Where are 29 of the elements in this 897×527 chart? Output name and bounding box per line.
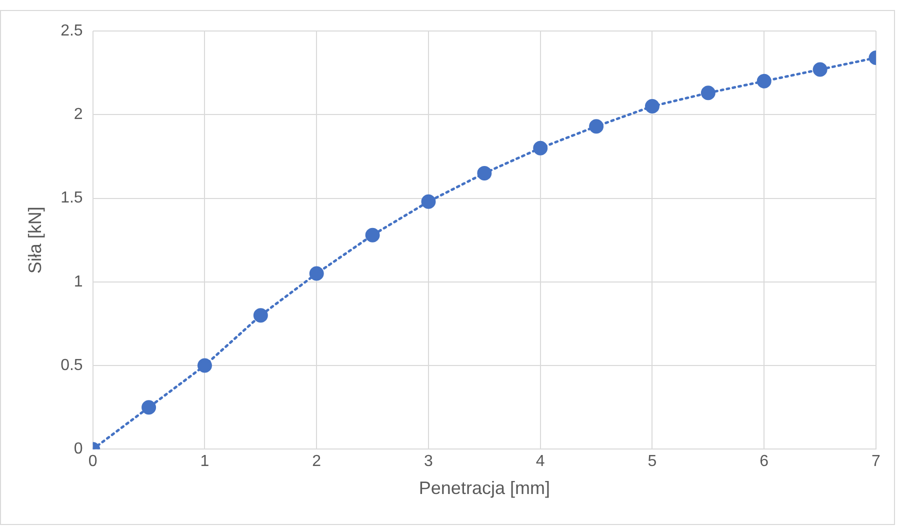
y-axis-title: Siła [kN] [24,206,45,274]
y-tick-label: 0 [74,440,83,458]
point [700,86,716,100]
x-tick-label: 3 [424,453,434,470]
point [644,99,660,114]
y-tick-label: 2 [74,106,83,124]
x-tick-label: 1 [200,453,210,470]
point [533,140,548,156]
point [812,62,828,77]
point [756,74,772,88]
x-tick-label: 5 [648,453,657,470]
y-tick-label: 1 [74,273,83,290]
point [365,228,380,242]
x-tick-label: 7 [872,453,881,470]
y-tick-label: 0.5 [60,356,83,374]
x-tick-label: 4 [536,453,545,470]
point [589,119,604,134]
point [142,400,156,415]
point [253,308,268,323]
point [197,358,212,373]
y-tick-label: 2.5 [60,22,83,40]
point [477,166,492,180]
point [309,266,324,281]
x-axis-title: Penetracja [mm] [418,478,550,498]
x-tick-label: 6 [760,453,769,470]
x-tick-label: 0 [88,453,98,470]
y-tick-label: 1.5 [60,190,83,207]
point [421,194,436,209]
x-tick-label: 2 [312,453,322,470]
